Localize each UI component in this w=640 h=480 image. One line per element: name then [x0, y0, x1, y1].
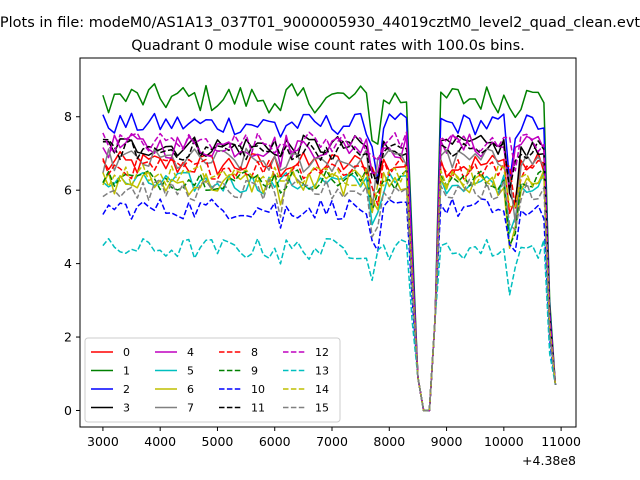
- x-tick-label: 8000: [373, 434, 405, 449]
- series-line-2: [102, 112, 557, 412]
- chart-suptitle: Plots in file: modeM0/AS1A13_037T01_9000…: [0, 15, 640, 31]
- x-tick-label: 7000: [316, 434, 348, 449]
- x-tick-label: 9000: [431, 434, 463, 449]
- series-line-5: [102, 171, 557, 412]
- legend-label-9: 9: [251, 365, 258, 378]
- x-tick-label: 5000: [202, 434, 234, 449]
- plot-lines: [102, 83, 557, 412]
- legend-label-6: 6: [187, 383, 194, 396]
- legend-label-12: 12: [315, 346, 329, 359]
- legend-box: [84, 337, 341, 423]
- series-line-7: [102, 147, 557, 412]
- series-line-14: [102, 164, 557, 412]
- x-tick-label: 4000: [144, 434, 176, 449]
- x-tick-label: 11000: [541, 434, 581, 449]
- legend-label-15: 15: [315, 402, 329, 415]
- series-line-0: [102, 150, 557, 412]
- x-tick-label: 3000: [87, 434, 119, 449]
- legend-label-5: 5: [187, 365, 194, 378]
- y-tick-label: 4: [64, 256, 72, 271]
- y-axis: 0 2 4 6 8: [64, 109, 80, 418]
- y-tick-label: 6: [64, 183, 72, 198]
- series-line-13: [102, 237, 557, 412]
- y-tick-label: 0: [64, 403, 72, 418]
- legend-label-13: 13: [315, 365, 329, 378]
- series-line-9: [102, 168, 557, 412]
- series-line-4: [102, 132, 557, 412]
- series-line-1: [102, 83, 557, 412]
- legend-label-14: 14: [315, 383, 329, 396]
- axes-frame: [79, 57, 577, 428]
- legend-label-11: 11: [251, 402, 265, 415]
- legend-label-0: 0: [123, 346, 130, 359]
- series-line-15: [102, 178, 557, 412]
- legend-label-7: 7: [187, 402, 194, 415]
- legend-label-4: 4: [187, 346, 194, 359]
- x-axis: 3000 4000 5000 6000 7000 8000 9000 10000 11000: [87, 427, 581, 449]
- legend-label-10: 10: [251, 383, 265, 396]
- legend-label-8: 8: [251, 346, 258, 359]
- series-line-8: [102, 157, 557, 412]
- y-tick-label: 2: [64, 330, 72, 345]
- x-offset-label: +4.38e8: [522, 453, 576, 468]
- legend-label-2: 2: [123, 383, 130, 396]
- chart-title: Quadrant 0 module wise count rates with …: [131, 38, 525, 54]
- y-tick-label: 8: [64, 109, 72, 124]
- legend-label-3: 3: [123, 402, 130, 415]
- legend-label-1: 1: [123, 365, 130, 378]
- x-tick-label: 10000: [484, 434, 524, 449]
- x-tick-label: 6000: [259, 434, 291, 449]
- series-line-12: [102, 131, 557, 412]
